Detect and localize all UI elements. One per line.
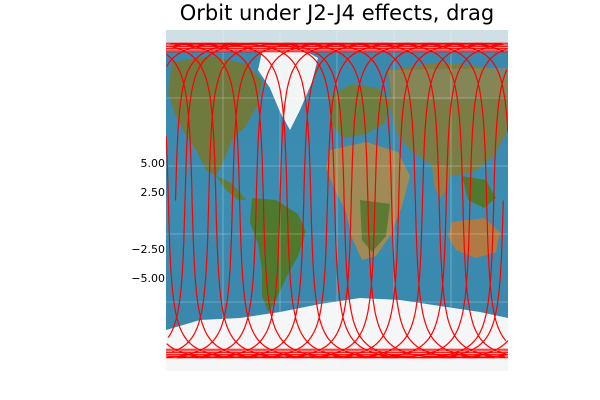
africa-south (360, 200, 390, 252)
ground-track-series (166, 42, 508, 359)
europe (330, 84, 392, 138)
asia-north (388, 68, 508, 100)
north-america (168, 56, 262, 176)
y-tick-label: −5.00 (131, 272, 165, 285)
plot-area (166, 30, 508, 371)
y-tick-label: −2.50 (131, 243, 165, 256)
central-america (216, 176, 246, 200)
india (432, 166, 450, 198)
y-axis-ticks: 5.00 2.50 −2.50 −5.00 (131, 157, 165, 285)
y-tick-label: 5.00 (141, 157, 166, 170)
chart-title: Orbit under J2-J4 effects, drag (180, 1, 495, 25)
y-tick-label: 2.50 (141, 186, 166, 199)
